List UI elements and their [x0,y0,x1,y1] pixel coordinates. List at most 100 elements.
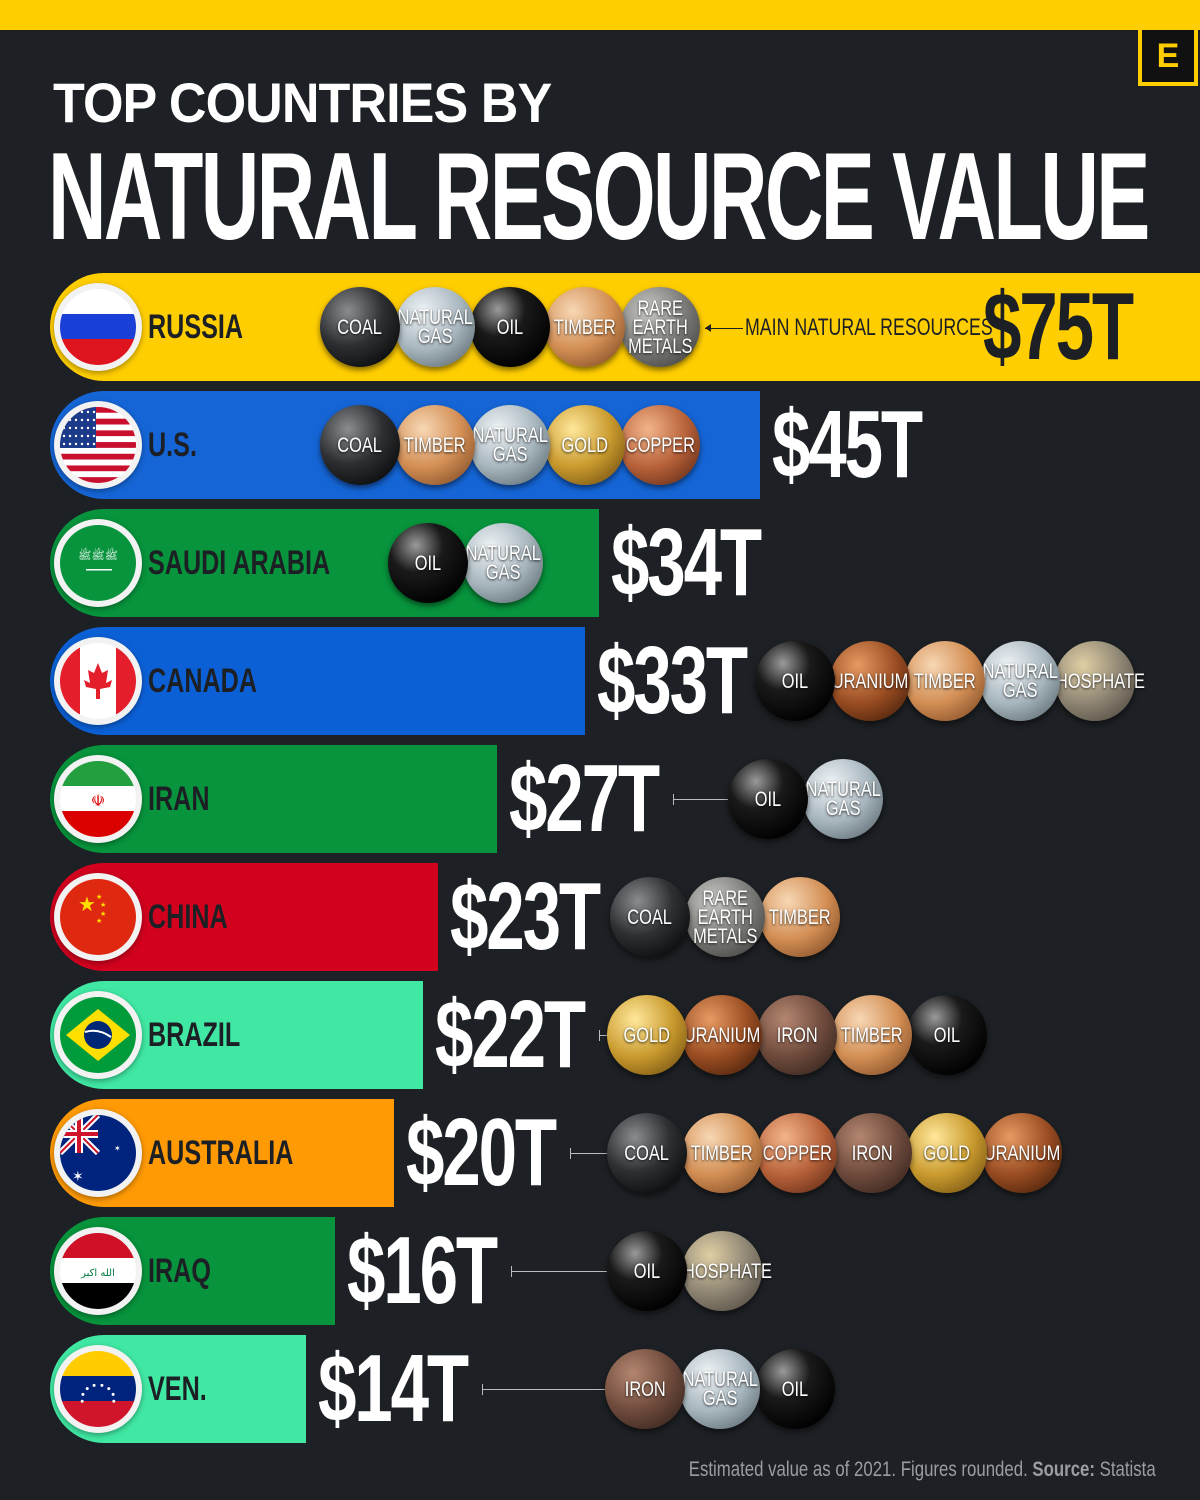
resource-label: TIMBER [769,905,831,929]
value-label: $22T [435,981,586,1088]
resource-label: OIL [754,787,782,811]
flag-china-icon: ★ ★ ★ ★ ★ [54,873,142,961]
resource-iron: IRON [757,995,837,1075]
resource-timber: TIMBER [682,1113,762,1193]
resource-label: OIL [781,669,809,693]
value-label: $33T [596,627,748,734]
resource-gold: GOLD [607,995,687,1075]
footer-note-text: Estimated value as of 2021. Figures roun… [689,1458,1029,1481]
resource-coal: COAL [320,287,400,367]
country-label: CANADA [148,662,258,700]
country-label: RUSSIA [148,308,244,346]
resource-label: PHOSPHATE [672,1259,772,1283]
value-label: $45T [772,391,923,498]
value-label: $20T [405,1099,557,1206]
svg-text:✶: ✶ [114,1144,121,1153]
resource-phosphate: PHOSPHATE [1045,641,1145,721]
resource-label: IRON [776,1023,818,1047]
resource-copper: COPPER [757,1113,837,1193]
title-line-1: TOP COUNTRIES BY [53,71,552,134]
svg-text:ﷺﷺﷺ: ﷺﷺﷺ [78,547,118,562]
resource-gold: GOLD [545,405,625,485]
resource-label: TIMBER [404,433,466,457]
resources-annotation: MAIN NATURAL RESOURCES [705,314,1080,341]
svg-text:★: ★ [96,917,102,925]
resource-label: COAL [627,905,673,929]
resource-label: TIMBER [691,1141,753,1165]
connector-line [672,794,728,805]
resource-iron: IRON [832,1113,912,1193]
resource-label: GOLD [561,433,609,457]
country-label: IRAN [148,780,210,818]
country-label: CHINA [148,898,228,936]
value-label: $14T [318,1335,469,1442]
source-label: Source: [1032,1458,1096,1481]
flag-iran-icon: ☫ [54,755,142,843]
resource-oil: OIL [388,523,468,603]
resource-oil: OIL [470,287,550,367]
resource-label: OIL [414,551,442,575]
resource-natural-gas: NATURAL GAS [463,523,543,603]
resource-oil: OIL [907,995,987,1075]
resource-timber: TIMBER [760,877,840,957]
resource-oil: OIL [755,641,835,721]
svg-text:الله اكبر: الله اكبر [80,1268,115,1279]
resource-label: TIMBER [914,669,976,693]
country-label: BRAZIL [148,1016,241,1054]
resource-label: RARE EARTH METALS [692,886,758,948]
country-label: U.S. [148,426,197,464]
resource-label: TIMBER [841,1023,903,1047]
resource-label: NATURAL GAS [982,660,1058,702]
resource-label: COAL [624,1141,670,1165]
svg-text:★: ★ [78,892,96,916]
value-label: $23T [449,863,601,970]
resource-uranium: URANIUM [982,1113,1062,1193]
resource-label: OIL [781,1377,809,1401]
resource-coal: COAL [610,877,690,957]
resource-label: COAL [337,433,383,457]
svg-text:★: ★ [100,910,106,918]
resource-copper: COPPER [620,405,700,485]
resource-label: IRON [624,1377,666,1401]
resource-label: URANIUM [983,1141,1061,1165]
footer-note: Estimated value as of 2021. Figures roun… [689,1458,1156,1482]
resource-label: GOLD [623,1023,671,1047]
resource-oil: OIL [728,759,808,839]
resource-label: IRON [851,1141,893,1165]
flag-brazil-icon [54,991,142,1079]
resource-label: RARE EARTH METALS [627,296,693,358]
resource-label: TIMBER [554,315,616,339]
connector-line [482,1384,605,1395]
resource-label: OIL [633,1259,661,1283]
resource-coal: COAL [607,1113,687,1193]
resource-label: NATURAL GAS [805,778,881,820]
svg-text:✶: ✶ [72,1169,84,1185]
flag-us-icon [54,401,142,489]
resource-natural-gas: NATURAL GAS [470,405,550,485]
flag-canada-icon [54,637,142,725]
source-name: Statista [1099,1458,1156,1481]
resource-rare-earth-metals: RARE EARTH METALS [620,287,700,367]
country-label: IRAQ [148,1252,211,1290]
resource-natural-gas: NATURAL GAS [395,287,475,367]
flag-australia-icon: ✶ ✶ [54,1109,142,1197]
resource-label: GOLD [923,1141,971,1165]
resource-label: PHOSPHATE [1045,669,1145,693]
country-label: SAUDI ARABIA [148,544,331,582]
resource-label: OIL [496,315,524,339]
resource-timber: TIMBER [905,641,985,721]
brand-logo: E [1138,30,1198,86]
resource-iron: IRON [605,1349,685,1429]
resource-timber: TIMBER [545,287,625,367]
value-label: $27T [508,745,660,852]
resource-natural-gas: NATURAL GAS [680,1349,760,1429]
resource-uranium: URANIUM [830,641,910,721]
flag-venezuela-icon [54,1345,142,1433]
resource-timber: TIMBER [395,405,475,485]
resource-label: URANIUM [831,669,909,693]
resource-rare-earth-metals: RARE EARTH METALS [685,877,765,957]
resource-label: COPPER [762,1141,832,1165]
connector-line [599,1030,610,1041]
connector-line [569,1148,607,1159]
resource-coal: COAL [320,405,400,485]
